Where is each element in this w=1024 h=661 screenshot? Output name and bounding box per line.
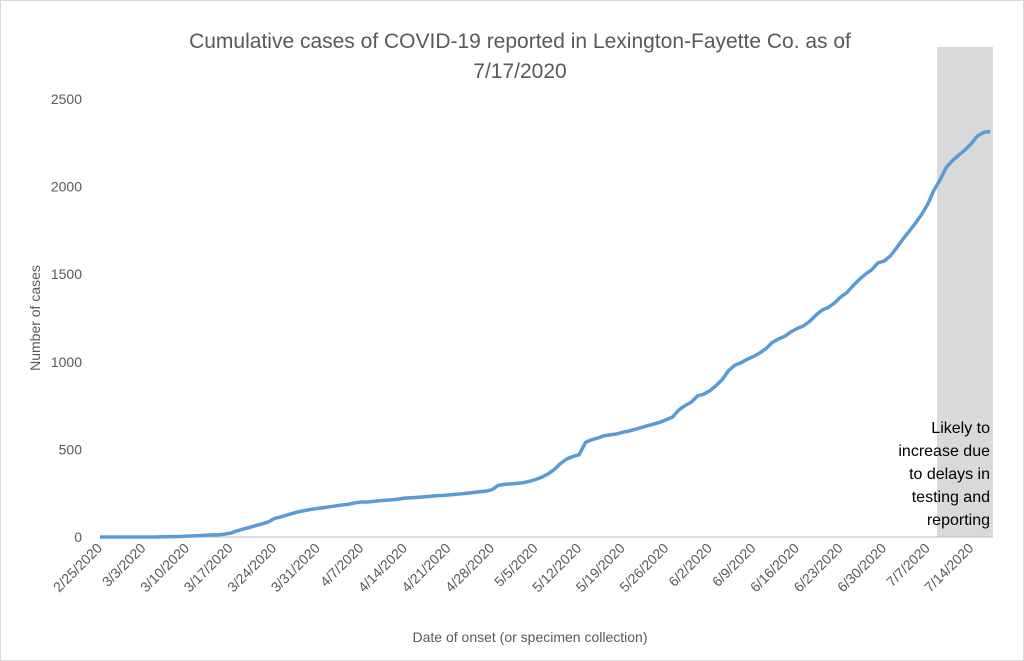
chart-title: Cumulative cases of COVID-19 reported in… <box>189 30 851 53</box>
annotation: to delays in <box>909 466 990 483</box>
data-line <box>100 129 991 539</box>
chart-title: 7/17/2020 <box>473 60 566 83</box>
annotation: reporting <box>927 512 990 529</box>
x-axis-label: Date of onset (or specimen collection) <box>413 629 648 645</box>
y-axis-label: Number of cases <box>27 265 43 371</box>
y-tick-label: 1000 <box>51 354 82 370</box>
y-tick-label: 2000 <box>51 179 82 195</box>
annotation: testing and <box>912 489 990 506</box>
y-tick-label: 2500 <box>51 91 82 107</box>
y-tick-label: 1500 <box>51 266 82 282</box>
annotation: increase due <box>898 443 990 460</box>
shaded-region <box>937 47 993 537</box>
y-tick-label: 0 <box>74 529 82 545</box>
y-tick-label: 500 <box>59 441 83 457</box>
annotation: Likely to <box>931 420 990 437</box>
